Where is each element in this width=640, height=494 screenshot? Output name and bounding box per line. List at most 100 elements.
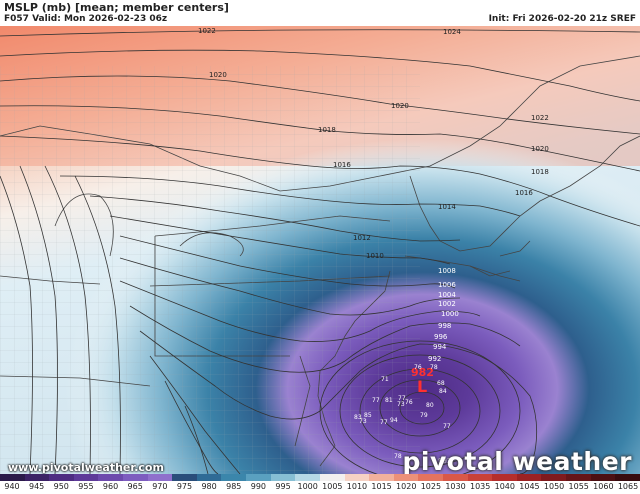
colorbar-swatch [442, 474, 468, 481]
colorbar-label: 985 [226, 482, 242, 491]
member-center: 73 [397, 401, 405, 408]
colorbar-label: 975 [176, 482, 193, 491]
colorbar-label: 1055 [568, 482, 589, 491]
colorbar-label: 965 [127, 482, 143, 491]
isobar-label: 1002 [438, 300, 456, 308]
map-title: MSLP (mb) [mean; member centers] [4, 1, 229, 14]
init-time: Init: Fri 2026-02-20 21z SREF [488, 14, 636, 24]
colorbar-label: 1005 [322, 482, 343, 491]
isobar-label: 996 [434, 333, 448, 341]
member-center: 94 [390, 417, 398, 424]
isobar-label: 1018 [318, 126, 336, 134]
colorbar-swatch [418, 474, 443, 481]
isobar-label: 1020 [531, 145, 549, 153]
isobar-label: 1012 [353, 234, 371, 242]
member-center: 79 [420, 412, 428, 419]
colorbar-swatch [98, 474, 124, 481]
member-center: 77 [398, 395, 406, 402]
member-center: 77 [380, 419, 388, 426]
member-center: 77 [372, 397, 380, 404]
member-center: 78 [394, 453, 402, 460]
colorbar-swatch [615, 474, 640, 481]
low-pressure-center: 982 L [411, 366, 434, 396]
low-center-value: 982 [411, 366, 434, 379]
colorbar-label: 995 [275, 482, 291, 491]
isobar-label: 992 [428, 355, 441, 363]
member-center: 85 [364, 412, 372, 419]
low-center-symbol: L [417, 377, 427, 396]
brand-logo: pivotal weather [402, 447, 632, 476]
isobar-label: 1016 [515, 189, 533, 197]
isobar-label: 1020 [391, 102, 409, 110]
colorbar-swatch [270, 474, 296, 481]
colorbar-swatch [147, 474, 173, 481]
isobar-label: 1020 [209, 71, 227, 79]
isobar-label: 1006 [438, 281, 456, 289]
colorbar-label: 1035 [469, 482, 491, 491]
colorbar-label: 1065 [617, 482, 639, 491]
isobar-label: 1022 [198, 27, 216, 35]
colorbar-swatch [172, 474, 197, 481]
colorbar-swatch [541, 474, 567, 481]
isobar-label: 1000 [441, 310, 459, 318]
member-center: 76 [405, 399, 413, 406]
colorbar-label: 950 [53, 482, 69, 491]
member-center: 68 [437, 380, 445, 387]
isobar-label: 1022 [531, 114, 549, 122]
colorbar-label: 1030 [445, 482, 466, 491]
colorbar-label: 1040 [494, 482, 515, 491]
colorbar-label: 980 [201, 482, 217, 491]
member-center: 77 [443, 423, 451, 430]
colorbar-swatch [393, 474, 419, 481]
colorbar-swatch [344, 474, 370, 481]
isobar-label: 1024 [443, 28, 461, 36]
colorbar-strip [0, 474, 640, 481]
colorbar-label: 1060 [593, 482, 614, 491]
colorbar-label: 945 [28, 482, 45, 491]
county-grid [0, 66, 420, 474]
colorbar-label: 955 [78, 482, 94, 491]
colorbar: 940 945 950 955 960 965 970 975 980 985 990 995 1000… [0, 474, 640, 494]
member-center: 84 [439, 388, 447, 395]
member-centers: 76 78 71 68 84 77 81 77 76 73 80 79 83 8… [354, 364, 451, 460]
colorbar-swatch [196, 474, 222, 481]
isobar-label: 1004 [438, 291, 456, 299]
colorbar-swatch [467, 474, 493, 481]
isobar-label: 1018 [531, 168, 549, 176]
member-center: 81 [385, 397, 393, 404]
colorbar-swatch [49, 474, 74, 481]
member-center: 73 [359, 418, 367, 425]
colorbar-label: 1045 [519, 482, 540, 491]
colorbar-swatch [590, 474, 616, 481]
isobar-label: 1016 [333, 161, 351, 169]
member-center: 83 [354, 414, 362, 421]
isobar-label: 998 [438, 322, 451, 330]
member-center: 78 [430, 364, 438, 371]
colorbar-label: 1015 [371, 482, 392, 491]
colorbar-swatch [295, 474, 320, 481]
colorbar-label: 1000 [297, 482, 318, 491]
isobar-label: 1008 [438, 267, 456, 275]
colorbar-swatch [492, 474, 517, 481]
colorbar-swatch [319, 474, 345, 481]
pressure-map: 1022 1024 1020 1020 1018 1022 1020 1016 … [0, 26, 640, 474]
colorbar-label: 940 [4, 482, 20, 491]
isobar-label: 994 [433, 343, 447, 351]
colorbar-label: 1025 [420, 482, 442, 491]
isobar-labels: 1022 1024 1020 1020 1018 1022 1020 1016 … [198, 27, 549, 465]
isobar-lines [0, 29, 640, 474]
header-bar: MSLP (mb) [mean; member centers] F057 Va… [0, 0, 640, 26]
member-center: 76 [414, 364, 422, 371]
colorbar-swatch [221, 474, 247, 481]
colorbar-label: 1020 [396, 482, 417, 491]
valid-time: F057 Valid: Mon 2026-02-23 06z [4, 14, 168, 24]
colorbar-swatch [0, 474, 25, 481]
member-center: 80 [426, 402, 434, 409]
isobar-label: 1010 [366, 252, 384, 260]
colorbar-label: 960 [102, 482, 119, 491]
colorbar-swatch [73, 474, 99, 481]
website-watermark: www.pivotalweather.com [8, 461, 164, 474]
isobar-label: 992 [438, 457, 451, 465]
colorbar-label: 990 [250, 482, 267, 491]
colorbar-swatch [246, 474, 271, 481]
